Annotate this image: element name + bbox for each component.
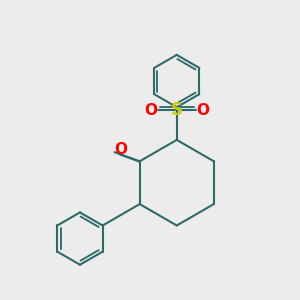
Text: O: O xyxy=(196,103,209,118)
Text: O: O xyxy=(144,103,157,118)
Text: S: S xyxy=(171,101,183,119)
Text: O: O xyxy=(114,142,127,157)
